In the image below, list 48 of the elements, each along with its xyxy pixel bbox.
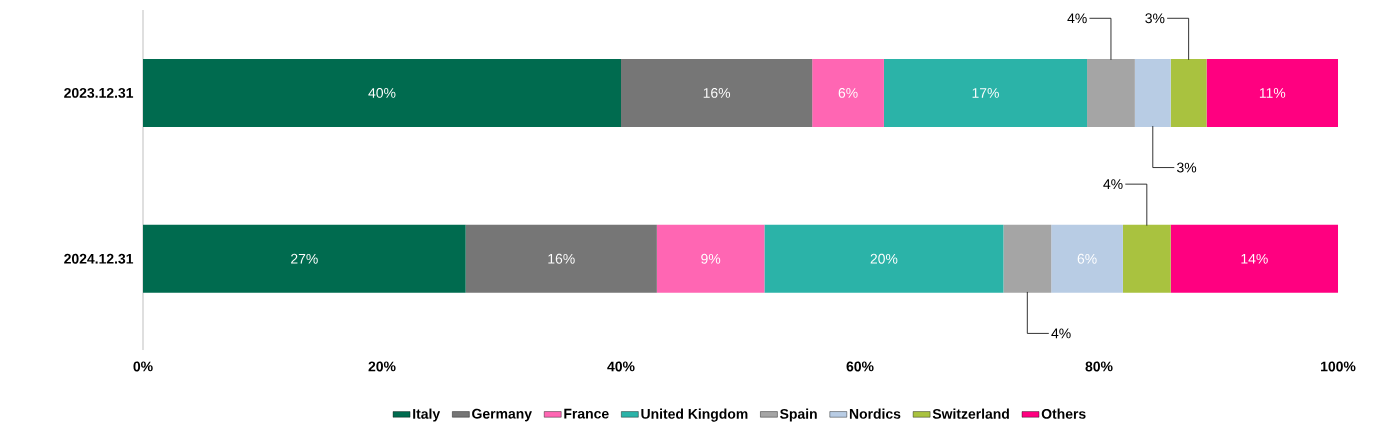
- bar: [1051, 224, 1123, 293]
- x-tick-label: 60%: [846, 361, 874, 372]
- legend-label: Switzerland: [932, 408, 1009, 419]
- data-label: 3%: [1177, 162, 1197, 173]
- y-tick-label: 2023.12.31: [64, 87, 134, 98]
- x-tick-label: 100%: [1321, 361, 1356, 372]
- x-tick-label: 40%: [607, 361, 635, 372]
- bar: [143, 224, 466, 293]
- bar: [1087, 58, 1135, 127]
- data-label: 3%: [1145, 13, 1165, 24]
- bar: [883, 58, 1088, 127]
- bar: [1170, 58, 1207, 127]
- legend-label: Nordics: [849, 408, 901, 419]
- bar: [1170, 224, 1339, 293]
- x-tick-label: 0%: [133, 361, 153, 372]
- legend-label: France: [564, 408, 609, 419]
- legend-label: United Kingdom: [641, 408, 748, 422]
- data-label: 16%: [548, 253, 575, 264]
- data-label: 6%: [1077, 253, 1097, 264]
- bar: [1134, 58, 1171, 127]
- bar: [1122, 224, 1171, 293]
- data-label: 27%: [291, 253, 318, 264]
- bar: [812, 58, 884, 127]
- data-label: 4%: [1067, 13, 1087, 24]
- bar: [656, 224, 765, 293]
- bar: [764, 224, 1004, 293]
- bar: [1003, 224, 1052, 293]
- x-tick-label: 80%: [1085, 361, 1113, 372]
- bar: [621, 58, 813, 127]
- data-label: 17%: [972, 88, 999, 98]
- legend-label: Others: [1041, 408, 1086, 419]
- legend-label: Germany: [472, 408, 532, 422]
- y-tick-label: 2024.12.31: [64, 253, 134, 264]
- bar: [143, 58, 622, 127]
- legend-label: Italy: [413, 408, 441, 422]
- bar: [1206, 58, 1339, 127]
- data-label: 16%: [703, 87, 731, 98]
- data-label: 4%: [1103, 179, 1123, 190]
- data-label: 40%: [368, 87, 396, 98]
- bar: [465, 224, 657, 293]
- data-label: 14%: [1241, 253, 1268, 264]
- x-tick-label: 20%: [368, 361, 396, 372]
- data-label: 9%: [701, 253, 721, 264]
- legend-label: Spain: [780, 408, 817, 422]
- data-label: 20%: [870, 253, 898, 264]
- data-label: 4%: [1051, 328, 1071, 339]
- data-label: 6%: [838, 87, 858, 98]
- data-label: 11%: [1259, 88, 1286, 98]
